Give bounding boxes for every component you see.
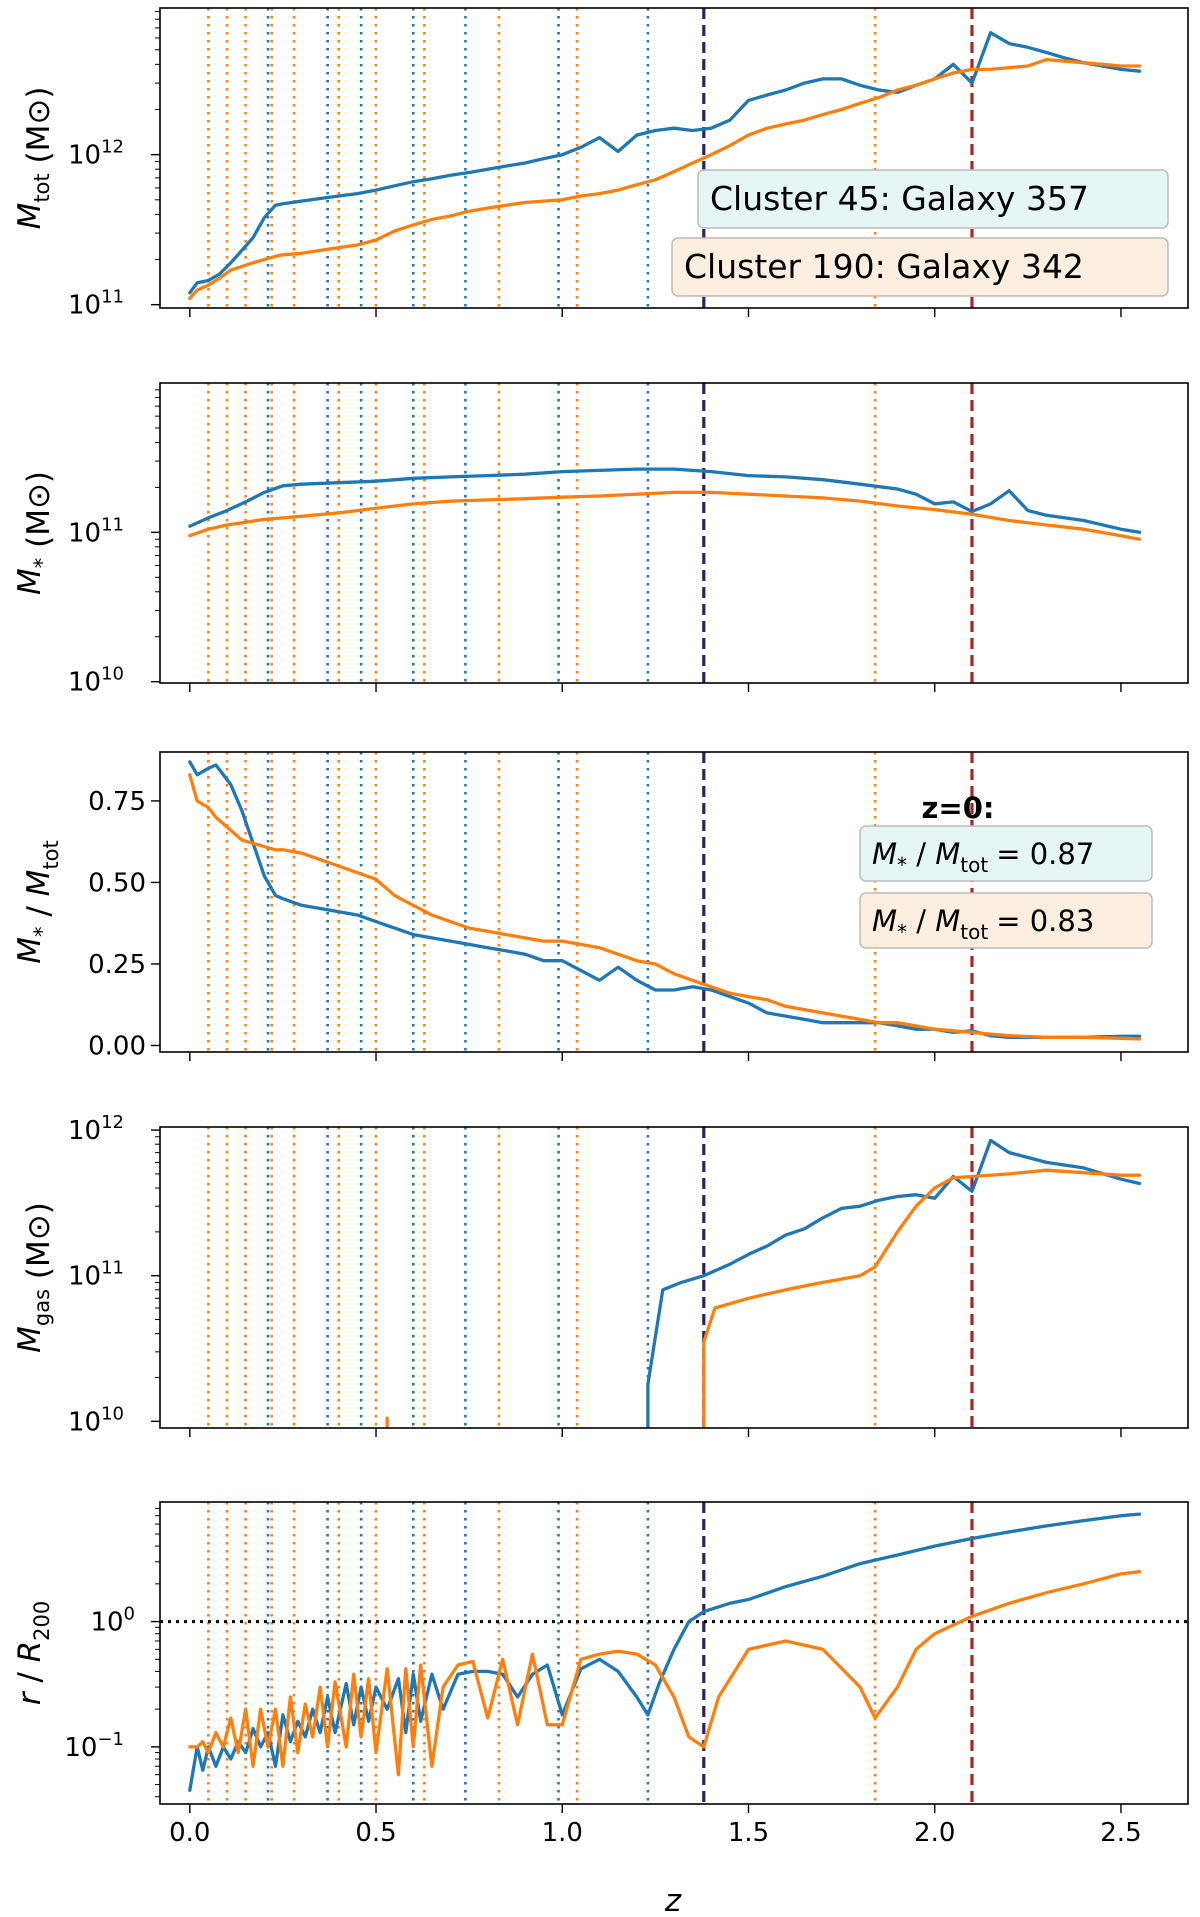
y-tick-label: 1011 xyxy=(68,1258,124,1292)
y-tick-label: 1010 xyxy=(68,664,124,698)
series-line-cluster-190 xyxy=(188,490,1142,541)
plot-area xyxy=(160,1502,1188,1804)
axes-frame xyxy=(159,382,1189,684)
legend: Cluster 45: Galaxy 357 Cluster 190: Gala… xyxy=(671,169,1169,297)
y-tick-label: 1011 xyxy=(68,514,124,548)
panel-mstar: 1010 1011 M* (M⊙) xyxy=(12,382,1189,698)
series-line-cluster-190 xyxy=(188,57,1142,301)
series-line-cluster-190 xyxy=(188,773,1142,1041)
annotation-box-cluster-190 xyxy=(859,892,1153,949)
panels-group: 1011 1012 Mtot (M⊙) 1010 1011 M* (M⊙) 0.00 0.25… xyxy=(12,7,1189,1848)
plot-area xyxy=(207,1127,1142,1428)
y-axis-label-mstar: M* (M⊙) xyxy=(12,471,57,595)
series-line-cluster-190 xyxy=(702,1168,1142,1428)
x-tick-label: 1.0 xyxy=(542,1818,583,1848)
z0-annotation: z=0: M* / Mtot = 0.87 M* / Mtot = 0.83 xyxy=(859,791,1153,949)
panel-rR200: 0.0 0.5 1.0 1.5 2.0 2.5 10−1 100 r / R200 xyxy=(12,1501,1189,1848)
y-tick-label: 10−1 xyxy=(64,1729,124,1763)
x-tick-label: 2.0 xyxy=(914,1818,955,1848)
axes-frame xyxy=(159,1126,1189,1429)
y-axis-label-ratio: M* / Mtot xyxy=(12,840,63,963)
axes-frame xyxy=(159,751,1189,1053)
plot-area xyxy=(188,8,1142,308)
x-axis-label: z xyxy=(664,1883,682,1917)
annotation-label-cluster-190: M* / Mtot = 0.83 xyxy=(872,904,1094,944)
y-tick-label: 0.50 xyxy=(88,868,146,898)
annotation-box-cluster-45 xyxy=(859,825,1153,882)
legend-label-cluster-190: Cluster 190: Galaxy 342 xyxy=(684,247,1084,286)
y-axis-label-mtot: Mtot (M⊙) xyxy=(12,87,57,230)
x-tick-label: 0.5 xyxy=(355,1818,396,1848)
series-line-cluster-190 xyxy=(188,1570,1142,1777)
y-tick-label: 1012 xyxy=(68,1112,124,1146)
x-tick-label: 1.5 xyxy=(728,1818,769,1848)
y-tick-label: 0.75 xyxy=(88,787,146,817)
y-tick-label: 0.00 xyxy=(88,1031,146,1061)
legend-box-cluster-190 xyxy=(671,237,1169,297)
annotation-label-cluster-45: M* / Mtot = 0.87 xyxy=(872,837,1094,877)
y-tick-label: 0.25 xyxy=(88,950,146,980)
legend-box-cluster-45 xyxy=(697,169,1169,229)
legend-label-cluster-45: Cluster 45: Galaxy 357 xyxy=(710,179,1089,218)
plot-area xyxy=(188,752,1142,1052)
y-axis-label-rR200: r / R200 xyxy=(12,1601,54,1706)
y-tick-label: 100 xyxy=(90,1604,135,1638)
y-tick-label: 1011 xyxy=(68,287,124,321)
annotation-title: z=0: xyxy=(922,791,995,825)
plot-area xyxy=(188,383,1142,683)
axes-frame xyxy=(159,7,1189,309)
series-line-cluster-45 xyxy=(188,1512,1142,1792)
panel-mgas: 1010 1011 1012 Mgas (M⊙) xyxy=(12,1112,1189,1437)
series-line-cluster-45 xyxy=(188,760,1142,1039)
x-tick-label: 2.5 xyxy=(1100,1818,1141,1848)
series-line-cluster-45 xyxy=(646,1138,1142,1428)
y-tick-label: 1010 xyxy=(68,1403,124,1437)
y-axis-label-mgas: Mgas (M⊙) xyxy=(12,1202,57,1353)
x-tick-label: 0.0 xyxy=(169,1818,210,1848)
series-line-cluster-45 xyxy=(188,467,1142,534)
axes-frame xyxy=(159,1501,1189,1805)
panel-ratio: 0.00 0.25 0.50 0.75 M* / Mtot xyxy=(12,751,1189,1061)
y-tick-label: 1012 xyxy=(68,137,124,171)
panel-mtot: 1011 1012 Mtot (M⊙) xyxy=(12,7,1189,321)
series-line-cluster-45 xyxy=(188,31,1142,295)
